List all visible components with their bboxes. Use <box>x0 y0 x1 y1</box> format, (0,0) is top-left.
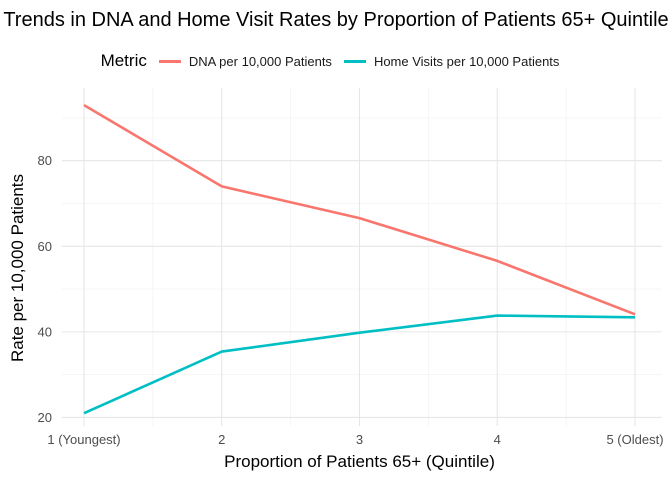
legend-key-dna <box>158 59 181 63</box>
legend-item-home-visits: Home Visits per 10,000 Patients <box>343 53 560 69</box>
legend: Metric DNA per 10,000 Patients Home Visi… <box>0 50 672 72</box>
legend-label-home-visits: Home Visits per 10,000 Patients <box>373 53 560 69</box>
y-tick-label: 20 <box>38 410 52 425</box>
x-axis-title: Proportion of Patients 65+ (Quintile) <box>224 452 495 471</box>
series-line-0 <box>83 103 636 316</box>
x-tick-label: 5 (Oldest) <box>606 432 663 447</box>
series-line-1 <box>83 314 636 415</box>
x-tick-label: 4 <box>494 432 501 447</box>
legend-title: Metric <box>100 51 147 70</box>
y-axis-title: Rate per 10,000 Patients <box>8 173 27 363</box>
legend-label-dna: DNA per 10,000 Patients <box>188 53 332 69</box>
y-tick-label: 40 <box>38 324 52 339</box>
x-tick-label: 1 (Youngest) <box>47 432 120 447</box>
chart-title: Trends in DNA and Home Visit Rates by Pr… <box>3 9 669 31</box>
y-tick-label: 80 <box>38 153 52 168</box>
legend-item-dna: DNA per 10,000 Patients <box>158 53 332 69</box>
y-tick-label: 60 <box>38 239 52 254</box>
legend-key-home-visits <box>343 59 366 63</box>
x-tick-label: 2 <box>218 432 225 447</box>
x-tick-label: 3 <box>356 432 363 447</box>
